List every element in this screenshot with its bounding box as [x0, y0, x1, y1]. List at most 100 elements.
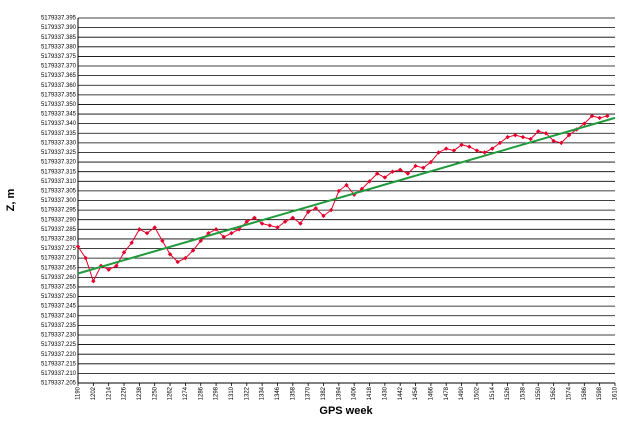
y-tick-label: 5179337.285 — [41, 227, 77, 233]
x-tick-label: 1214 — [106, 386, 112, 400]
data-point — [467, 144, 472, 149]
data-point — [305, 209, 311, 215]
x-tick-label: 1430 — [382, 386, 388, 400]
y-tick-label: 5179337.365 — [41, 73, 77, 79]
x-tick-label: 1514 — [490, 386, 496, 400]
data-point — [398, 167, 403, 172]
y-tick-label: 5179337.370 — [41, 64, 77, 70]
y-tick-label: 5179337.390 — [41, 25, 77, 31]
data-point — [528, 136, 533, 142]
x-tick-label: 1334 — [260, 386, 266, 400]
x-axis-label: GPS week — [319, 405, 373, 417]
x-tick-label: 1190 — [76, 386, 82, 400]
data-point — [275, 225, 280, 230]
x-tick-label: 1610 — [613, 386, 619, 400]
data-point — [374, 171, 380, 176]
data-point — [298, 221, 303, 226]
y-tick-label: 5179337.250 — [41, 294, 77, 300]
y-tick-label: 5179337.240 — [41, 313, 77, 319]
y-tick-label: 5179337.385 — [41, 35, 77, 41]
y-tick-label: 5179337.255 — [41, 285, 77, 291]
data-point — [344, 182, 349, 188]
data-point — [559, 140, 564, 146]
data-point — [428, 159, 434, 165]
data-point — [137, 227, 142, 232]
data-point — [121, 250, 127, 255]
data-point — [336, 188, 342, 194]
data-point — [328, 207, 334, 213]
data-point — [405, 171, 411, 176]
x-tick-label: 1250 — [152, 386, 158, 400]
data-point — [451, 148, 457, 153]
y-tick-label: 5179337.300 — [41, 198, 77, 204]
x-tick-label: 1394 — [336, 386, 342, 400]
data-point — [490, 146, 495, 151]
y-tick-label: 5179337.215 — [41, 361, 77, 367]
data-point — [367, 179, 372, 184]
data-point — [190, 248, 196, 253]
data-point — [597, 115, 602, 121]
y-tick-label: 5179337.305 — [41, 188, 77, 194]
x-tick-label: 1562 — [551, 386, 557, 400]
data-point — [221, 234, 226, 240]
data-point — [482, 150, 487, 155]
y-tick-label: 5179337.230 — [41, 333, 77, 339]
data-point — [413, 163, 418, 169]
x-tick-label: 1538 — [521, 386, 527, 400]
data-point — [167, 252, 173, 257]
x-tick-label: 1346 — [275, 386, 281, 400]
data-point — [114, 263, 119, 269]
y-tick-label: 5179337.290 — [41, 217, 77, 223]
data-point — [229, 230, 234, 236]
y-tick-label: 5179337.270 — [41, 256, 77, 262]
x-tick-label: 1298 — [214, 386, 220, 400]
data-point — [505, 134, 510, 140]
data-point — [520, 134, 526, 140]
y-tick-label: 5179337.210 — [41, 371, 77, 377]
x-tick-label: 1370 — [306, 386, 312, 400]
x-tick-label: 1382 — [321, 386, 327, 400]
y-tick-label: 5179337.235 — [41, 323, 77, 329]
x-tick-label: 1310 — [229, 386, 235, 400]
x-tick-label: 1466 — [428, 386, 434, 400]
data-point — [313, 205, 319, 211]
x-tick-label: 1358 — [290, 386, 296, 400]
x-tick-label: 1586 — [582, 386, 588, 400]
y-tick-label: 5179337.315 — [41, 169, 77, 175]
data-point — [459, 142, 464, 147]
data-point — [589, 113, 595, 119]
y-tick-label: 5179337.275 — [41, 246, 77, 252]
data-point — [321, 213, 326, 219]
data-point — [582, 121, 587, 126]
data-point — [183, 255, 188, 261]
y-tick-label: 5179337.280 — [41, 236, 77, 242]
data-point — [160, 238, 165, 244]
y-tick-label: 5179337.360 — [41, 83, 77, 89]
data-point — [152, 225, 157, 230]
data-point — [474, 148, 480, 153]
x-tick-label: 1286 — [198, 386, 204, 400]
x-tick-label: 1322 — [244, 386, 250, 400]
data-point — [536, 129, 541, 134]
x-tick-label: 1502 — [474, 386, 480, 400]
y-tick-label: 5179337.265 — [41, 265, 77, 271]
y-tick-label: 5179337.220 — [41, 352, 77, 358]
data-point — [213, 227, 219, 232]
y-tick-label: 5179337.325 — [41, 150, 77, 156]
data-point — [551, 138, 556, 144]
data-point — [206, 230, 211, 236]
data-point — [259, 221, 265, 226]
y-tick-label: 5179337.350 — [41, 102, 77, 108]
series-line — [77, 116, 616, 275]
data-point — [175, 259, 180, 265]
data-point — [198, 238, 203, 244]
data-point — [267, 223, 272, 228]
y-tick-label: 5179337.340 — [41, 121, 77, 127]
data-point — [497, 140, 503, 146]
data-point — [236, 227, 242, 232]
data-point — [382, 175, 388, 180]
x-tick-label: 1262 — [168, 386, 174, 400]
y-tick-label: 5179337.345 — [41, 112, 77, 118]
data-point — [290, 215, 295, 220]
